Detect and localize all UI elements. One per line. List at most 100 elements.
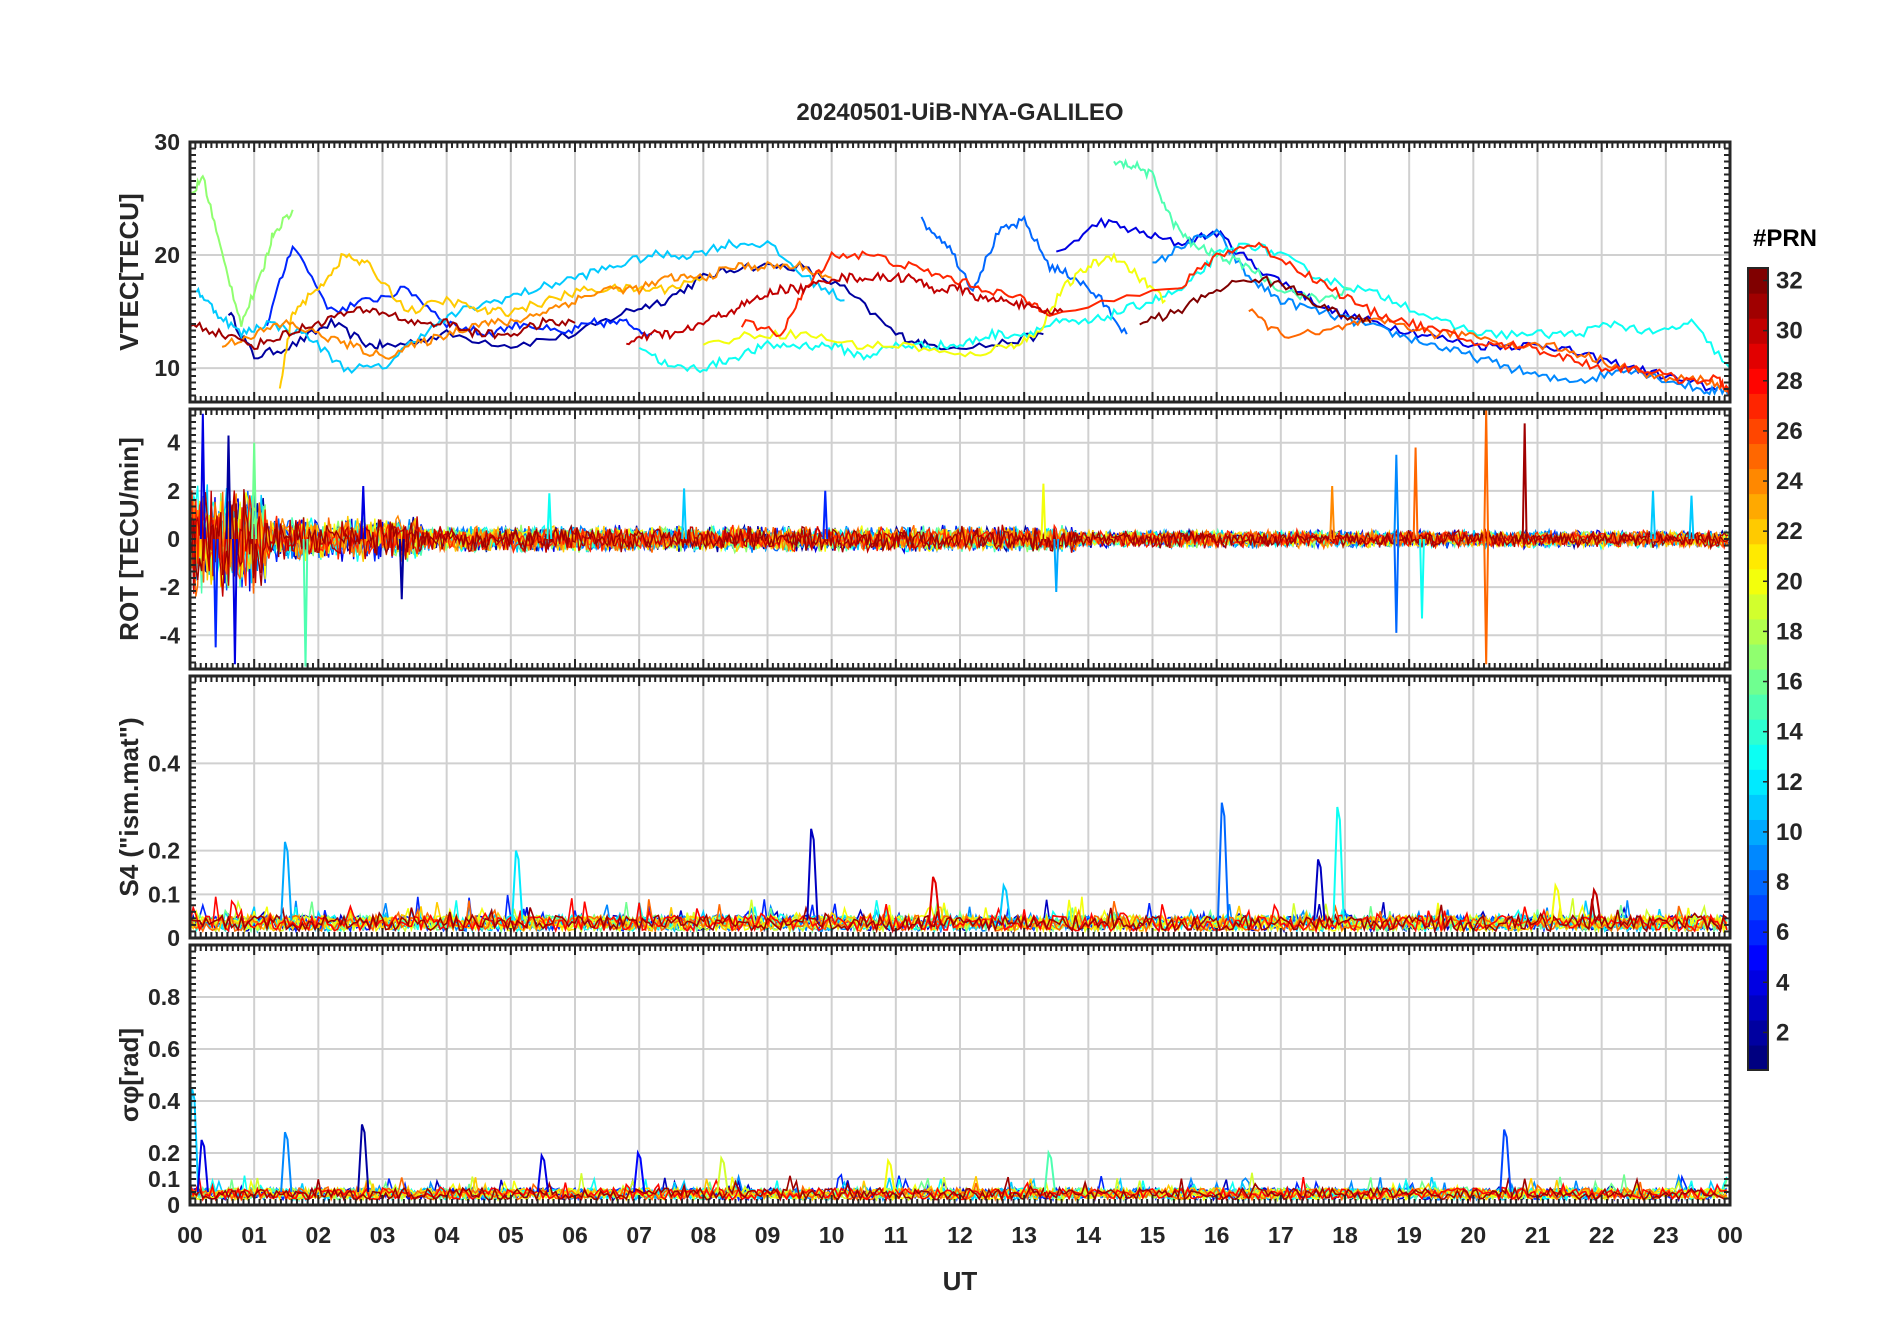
vtec-series-prn-2 [227,261,1044,360]
axis-ticks [189,944,1731,1206]
colorbar-swatch-28 [1748,368,1768,394]
vtec-series-prn-17 [190,174,294,327]
y-tick-label: 30 [154,129,180,155]
y-tick-label: 4 [167,430,180,456]
colorbar-swatch-31 [1748,293,1768,319]
plot-area [190,158,1730,397]
rot-spike-17 [1419,538,1425,619]
y-tick-label: 0.4 [148,1088,180,1114]
y-tick-label: 10 [154,355,180,381]
rot-spike-5 [251,442,258,540]
y-axis-label: VTEC[TECU] [114,193,144,350]
rot-spike-2 [212,538,219,648]
y-axis-label: S4 ("ism.mat") [114,717,144,896]
plot-area [190,409,1729,667]
plot-area [190,1087,1728,1203]
x-tick-label: 02 [306,1222,332,1248]
x-tick-label: 03 [370,1222,396,1248]
vtec-series-prn-30 [626,271,1064,346]
sigma-spike-10 [1499,1129,1512,1193]
vtec-series-prn-25 [1248,308,1730,393]
colorbar-swatch-24 [1748,468,1768,495]
x-tick-label: 10 [819,1222,845,1248]
sigma-spike-6 [633,1149,646,1193]
x-tick-label: 00 [177,1222,203,1248]
panel-3: 0 0.1 0.2 0.4S4 ("ism.mat") [114,674,1732,951]
colorbar-tick-label: 24 [1776,468,1803,495]
x-tick-label: 23 [1653,1222,1679,1248]
colorbar-swatch-20 [1748,568,1768,595]
colorbar-swatch-14 [1748,719,1768,745]
rot-spike-13 [1053,538,1060,592]
rot-spike-16 [1393,454,1400,540]
colorbar-tick-label: 16 [1776,669,1803,696]
s4-spike-6 [1216,802,1230,921]
colorbar-tick-label: 2 [1776,1019,1789,1046]
x-tick-label: 12 [947,1222,973,1248]
sigma-spike-8 [883,1157,896,1193]
y-tick-label: 2 [167,478,180,504]
colorbar-swatch-17 [1748,643,1768,670]
x-tick-label: 08 [691,1222,717,1248]
colorbar-swatch-30 [1748,318,1768,344]
y-axis-label: ROT [TECU/min] [114,437,144,641]
vtec-series-prn-32 [1139,275,1372,326]
y-tick-label: 0 [167,925,180,951]
axis-ticks [189,141,1731,403]
rot-spike-23 [1688,495,1695,540]
colorbar-tick-label: 14 [1776,719,1803,746]
grid-lines [190,141,1730,402]
rot-spike-15 [1393,538,1400,633]
vtec-series-prn-27 [740,241,1730,397]
x-tick-label: 00 [1717,1222,1743,1248]
colorbar-swatch-2 [1748,1019,1768,1046]
y-tick-label: 0 [167,526,180,552]
y-tick-label: 0.1 [148,1166,180,1192]
vtec-series-prn-22 [278,252,704,389]
colorbar-title: #PRN [1753,225,1817,252]
colorbar-swatch-23 [1748,493,1768,520]
rot-series-prn-31 [190,489,1729,586]
colorbar-swatch-27 [1748,393,1768,419]
y-tick-label: 0.2 [148,1140,180,1166]
y-axis-label: σφ[rad] [114,1028,144,1122]
x-tick-label: 16 [1204,1222,1230,1248]
x-tick-label: 21 [1525,1222,1551,1248]
colorbar-swatch-32 [1748,268,1768,294]
vtec-series-prn-11 [195,238,845,374]
colorbar-tick-label: 12 [1776,769,1803,796]
x-tick-label: 13 [1011,1222,1037,1248]
colorbar-tick-label: 20 [1776,568,1803,595]
plot-area [190,802,1728,935]
rot-spike-12 [1040,483,1047,540]
x-tick-label: 15 [1140,1222,1166,1248]
x-tick-label: 04 [434,1222,460,1248]
y-tick-label: 0 [167,1192,180,1218]
x-tick-label: 17 [1268,1222,1294,1248]
colorbar-swatch-18 [1748,618,1768,645]
vtec-series-prn-6 [266,244,653,338]
x-tick-label: 11 [884,1222,909,1248]
y-tick-label: 0.6 [148,1036,180,1062]
vtec-series-prn-24 [221,260,832,360]
rot-spike-7 [360,486,367,540]
colorbar-swatch-6 [1748,919,1768,946]
colorbar-swatch-5 [1748,944,1768,971]
colorbar-tick-label: 6 [1776,919,1789,946]
y-tick-label: 0.4 [148,750,180,776]
colorbar-swatch-22 [1748,518,1768,545]
x-tick-label: 01 [241,1222,267,1248]
rot-spike-11 [822,490,829,540]
rot-spike-21 [1521,423,1528,540]
colorbar-swatch-4 [1748,969,1768,996]
colorbar-frame [1747,267,1769,1071]
panel-2: -4 -2 0 2 4 ROT [TECU/min] [114,407,1732,671]
sigma-spike-2 [196,1139,209,1193]
colorbar-tick-label: 30 [1776,318,1803,345]
colorbar-swatch-21 [1748,543,1768,570]
colorbar-swatch-29 [1748,343,1768,369]
sigma-spike-9 [1043,1149,1056,1193]
axis-ticks [189,675,1731,939]
colorbar-swatch-13 [1748,744,1768,770]
